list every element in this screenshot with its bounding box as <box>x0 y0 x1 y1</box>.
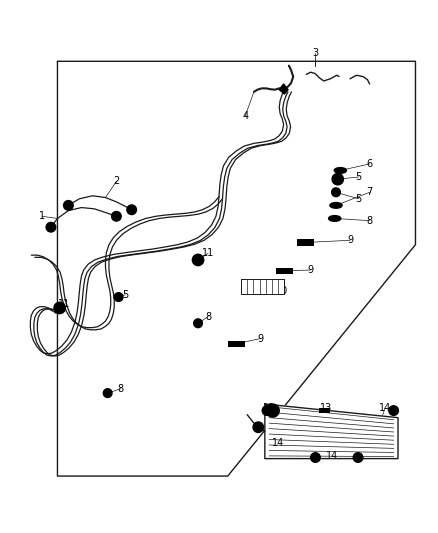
Text: 6: 6 <box>367 159 373 169</box>
Text: 9: 9 <box>258 334 264 344</box>
Ellipse shape <box>330 203 342 208</box>
Text: 13: 13 <box>320 403 332 414</box>
Text: 14: 14 <box>326 451 339 462</box>
Circle shape <box>64 200 73 210</box>
Polygon shape <box>265 404 398 458</box>
Ellipse shape <box>328 216 341 221</box>
Bar <box>276 268 293 274</box>
Text: 1: 1 <box>39 211 45 221</box>
Circle shape <box>192 254 204 265</box>
Bar <box>297 239 314 246</box>
Circle shape <box>262 406 272 415</box>
Circle shape <box>112 212 121 221</box>
Circle shape <box>353 453 363 462</box>
Text: 11: 11 <box>58 298 70 309</box>
Circle shape <box>332 174 343 185</box>
Circle shape <box>46 222 56 232</box>
Circle shape <box>332 188 340 197</box>
Text: 12: 12 <box>263 403 276 414</box>
Text: 7: 7 <box>367 187 373 197</box>
Circle shape <box>253 422 264 432</box>
Circle shape <box>114 293 123 302</box>
Text: 5: 5 <box>122 290 128 300</box>
Circle shape <box>266 404 279 417</box>
Text: 14: 14 <box>272 438 284 448</box>
Text: 5: 5 <box>356 172 362 182</box>
Circle shape <box>127 205 137 215</box>
Text: 8: 8 <box>205 312 211 322</box>
Text: 8: 8 <box>118 384 124 394</box>
Text: 9: 9 <box>347 235 353 245</box>
Circle shape <box>194 319 202 328</box>
Text: 11: 11 <box>202 248 214 259</box>
Ellipse shape <box>334 167 346 173</box>
Circle shape <box>103 389 112 398</box>
Circle shape <box>389 406 399 415</box>
Bar <box>319 408 330 413</box>
Bar <box>241 279 285 294</box>
Polygon shape <box>279 84 288 94</box>
Text: 9: 9 <box>307 265 314 275</box>
Text: 3: 3 <box>312 47 318 58</box>
Text: 10: 10 <box>276 286 289 295</box>
Circle shape <box>311 453 320 462</box>
Bar <box>228 341 245 347</box>
Text: 8: 8 <box>367 216 373 225</box>
Circle shape <box>54 302 65 313</box>
Text: 2: 2 <box>113 176 120 187</box>
Text: 14: 14 <box>379 403 391 414</box>
Text: 4: 4 <box>242 111 248 121</box>
Text: 5: 5 <box>356 194 362 204</box>
